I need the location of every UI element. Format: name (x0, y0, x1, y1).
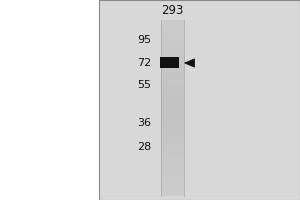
Text: 72: 72 (137, 58, 152, 68)
Bar (161, 172, 184, 178)
Bar (161, 43, 184, 49)
Bar (161, 113, 184, 120)
Bar (161, 125, 184, 131)
Bar (161, 25, 184, 32)
Bar (161, 31, 184, 38)
Bar (161, 90, 184, 96)
Text: 293: 293 (161, 4, 184, 18)
Bar (161, 137, 184, 143)
Text: 36: 36 (137, 118, 152, 128)
Bar (161, 184, 184, 190)
Bar (161, 20, 184, 26)
Bar (160, 57, 178, 68)
Text: 28: 28 (137, 142, 152, 152)
Bar (161, 155, 184, 161)
Bar (161, 102, 184, 108)
Bar (161, 96, 184, 102)
Bar (99, 0, 300, 200)
Bar (161, 160, 184, 167)
Polygon shape (184, 59, 195, 67)
Text: 95: 95 (137, 35, 152, 45)
Bar (161, 149, 184, 155)
Bar (161, 72, 184, 79)
Text: 55: 55 (137, 80, 152, 90)
Bar (161, 108, 184, 114)
Bar (161, 55, 184, 61)
Bar (161, 49, 184, 55)
Bar (161, 78, 184, 85)
Bar (161, 61, 184, 67)
Bar (161, 131, 184, 137)
Bar (161, 37, 184, 43)
Bar (161, 143, 184, 149)
Bar (161, 84, 184, 90)
Bar (161, 190, 184, 196)
Bar (161, 67, 184, 73)
Bar (161, 178, 184, 184)
Bar (161, 166, 184, 173)
Bar (161, 119, 184, 126)
